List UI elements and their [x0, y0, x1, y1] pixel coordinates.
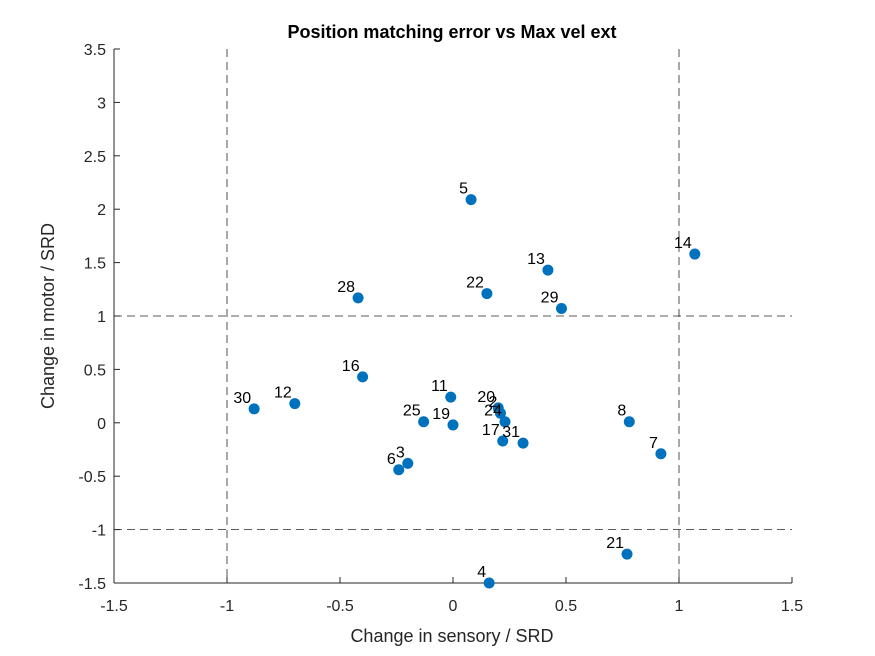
- data-point: [555, 303, 567, 315]
- point-label: 29: [541, 290, 559, 307]
- y-tick-label: -1: [92, 523, 106, 540]
- point-label: 2: [489, 394, 498, 411]
- x-axis-title: Change in sensory / SRD: [350, 626, 553, 646]
- point-label: 19: [432, 406, 450, 423]
- y-axis-title: Change in motor / SRD: [38, 223, 58, 409]
- point-label: 6: [387, 451, 396, 468]
- data-point: [393, 464, 405, 476]
- data-point: [418, 416, 430, 428]
- y-tick-label: -1.5: [78, 576, 106, 593]
- point-label: 13: [527, 251, 545, 268]
- x-tick-label: -1: [220, 598, 234, 615]
- data-point: [623, 416, 635, 428]
- point-label: 17: [482, 422, 500, 439]
- point-label: 30: [233, 390, 251, 407]
- data-point: [248, 403, 260, 415]
- data-point: [497, 435, 509, 447]
- data-point: [352, 292, 364, 304]
- point-label: 24: [484, 403, 502, 420]
- y-tick-label: 1.5: [84, 256, 106, 273]
- reference-lines: [114, 49, 792, 583]
- x-tick-label: -1.5: [100, 598, 128, 615]
- data-point: [402, 457, 414, 469]
- point-label: 14: [674, 235, 692, 252]
- chart-title: Position matching error vs Max vel ext: [287, 22, 616, 42]
- point-label: 8: [617, 403, 626, 420]
- data-point: [481, 288, 493, 300]
- point-label: 4: [477, 564, 486, 581]
- point-label: 20: [477, 389, 495, 406]
- data-point: [465, 194, 477, 206]
- data-point: [357, 371, 369, 383]
- axes: -1.5 -1 -0.5 0 0.5 1 1.5 -1.5 -1 -0.5 0 0.5 1 1.5 2 2.5…: [78, 42, 803, 615]
- point-label: 31: [502, 424, 520, 441]
- data-point: [494, 407, 506, 419]
- point-label: 5: [459, 181, 468, 198]
- y-tick-label: 3.5: [84, 42, 106, 59]
- data-point: [689, 248, 701, 260]
- y-tick-label: -0.5: [78, 469, 106, 486]
- x-tick-label: 0.5: [555, 598, 577, 615]
- point-label: 25: [403, 403, 421, 420]
- data-point: [499, 416, 511, 428]
- point-label: 16: [342, 358, 360, 375]
- y-tick-label: 2: [97, 202, 106, 219]
- data-point: [447, 419, 459, 431]
- point-label: 28: [337, 279, 355, 296]
- data-point: [289, 398, 301, 410]
- point-label: 22: [466, 275, 484, 292]
- y-tick-label: 1: [97, 309, 106, 326]
- x-tick-label: 0: [449, 598, 458, 615]
- y-tick-label: 2.5: [84, 149, 106, 166]
- x-tick-label: 1: [675, 598, 684, 615]
- x-tick-label: -0.5: [326, 598, 354, 615]
- point-label: 12: [274, 385, 292, 402]
- data-points: 5 14 13 22 28 29 16 11 12 30 20 25 19 224 8 17 31 7 36 21 4: [233, 181, 701, 589]
- y-tick-label: 0.5: [84, 362, 106, 379]
- point-label: 21: [606, 535, 624, 552]
- x-tick-label: 1.5: [781, 598, 803, 615]
- data-point: [542, 264, 554, 276]
- y-tick-label: 3: [97, 95, 106, 112]
- point-label: 3: [396, 444, 405, 461]
- point-label: 7: [649, 435, 658, 452]
- data-point: [621, 548, 633, 560]
- point-label: 11: [431, 378, 448, 395]
- data-point: [655, 448, 667, 460]
- data-point: [483, 577, 495, 589]
- data-point: [445, 391, 457, 403]
- data-point: [517, 437, 529, 449]
- y-tick-label: 0: [97, 416, 106, 433]
